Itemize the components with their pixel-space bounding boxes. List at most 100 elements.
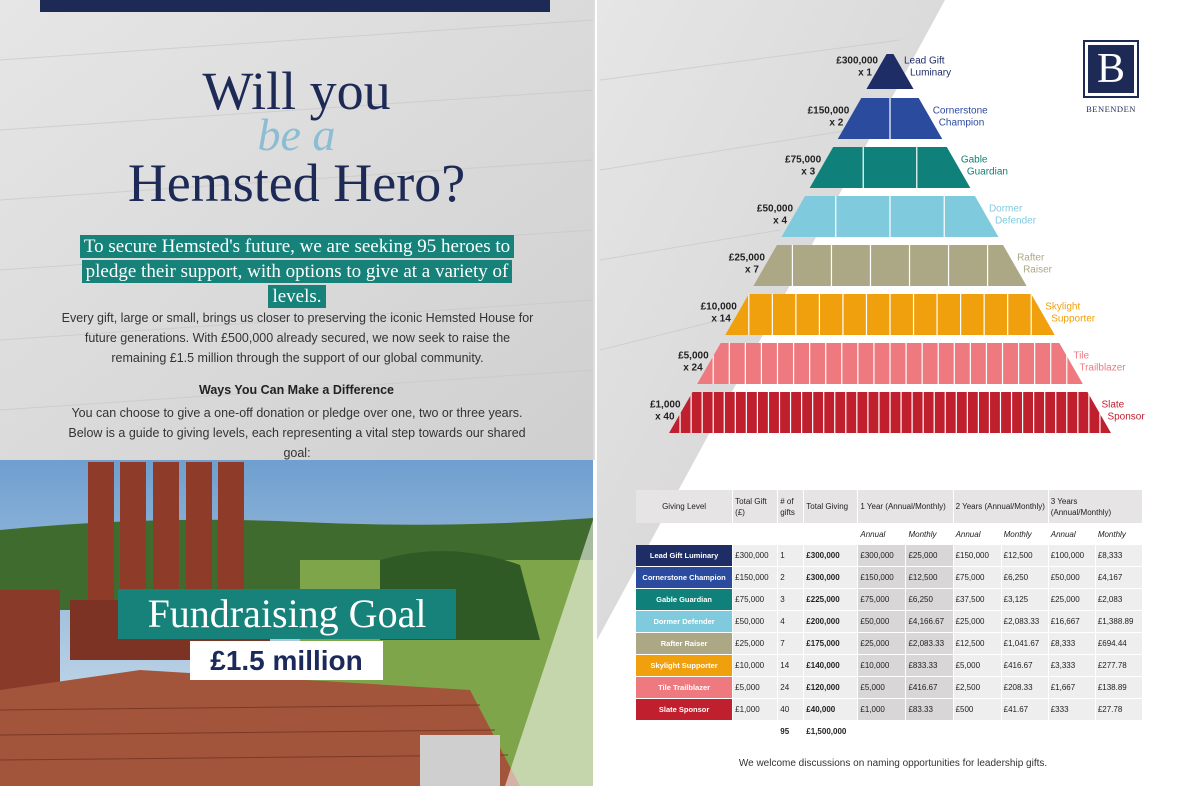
title-line: Hemsted Hero? xyxy=(127,153,466,213)
subheader-cell: Monthly xyxy=(1097,529,1126,539)
blank-cell xyxy=(733,721,777,742)
table-cell: £500 xyxy=(953,699,1001,720)
tier-name: Sponsor xyxy=(1107,412,1145,423)
table-cell: £75,000 xyxy=(858,589,906,610)
tier-name: Gable xyxy=(961,155,988,166)
body-text: Every gift, large or small, brings us cl… xyxy=(61,311,534,365)
table-cell: £83.33 xyxy=(906,699,953,720)
title-script: be a xyxy=(257,109,336,160)
table-cell: £833.33 xyxy=(906,655,953,676)
subheader-cell: Annual xyxy=(955,529,981,539)
tier-count: x 2 xyxy=(829,118,843,129)
blank-cell xyxy=(636,721,732,742)
table-cell: £12,500 xyxy=(953,633,1001,654)
table-cell: £100,000 xyxy=(1048,545,1095,566)
tier-amount: £300,000 xyxy=(836,56,878,67)
tier-name: Slate xyxy=(1101,400,1124,411)
table-row: Tile Trailblazer £5,000 24 £120,000 £5,000 £4… xyxy=(636,677,1142,698)
level-cell: Gable Guardian xyxy=(636,589,733,610)
tier-amount: £75,000 xyxy=(785,155,822,166)
table-cell: £694.44 xyxy=(1095,633,1142,654)
table-cell: £3,333 xyxy=(1048,655,1095,676)
table-cell: £37,500 xyxy=(953,589,1001,610)
level-cell: Lead Gift Luminary xyxy=(636,545,733,566)
table-cell: 4 xyxy=(778,611,804,632)
table-cell: £300,000 xyxy=(804,567,858,588)
section-heading: Ways You Can Make a Difference xyxy=(199,383,394,397)
tier-name: Raiser xyxy=(1023,265,1053,276)
table-cell: £50,000 xyxy=(858,611,906,632)
table-cell: £277.78 xyxy=(1095,655,1142,676)
goal-amount: £1.5 million xyxy=(190,641,383,680)
table-cell: £150,000 xyxy=(858,567,906,588)
table-row: Rafter Raiser £25,000 7 £175,000 £25,000 £2,0… xyxy=(636,633,1142,654)
table-cell: £416.67 xyxy=(1001,655,1048,676)
tier-count: x 24 xyxy=(683,363,703,374)
tier-amount: £150,000 xyxy=(808,106,850,117)
table-cell: 2 xyxy=(778,567,804,588)
table-cell: 24 xyxy=(778,677,804,698)
logo-letter: B xyxy=(1088,45,1134,93)
table-cell: £75,000 xyxy=(733,589,778,610)
tier-count: x 4 xyxy=(773,216,787,227)
table-cell: £8,333 xyxy=(1048,633,1095,654)
table-cell: £25,000 xyxy=(1048,589,1095,610)
note: We welcome discussions on naming opportu… xyxy=(738,758,1048,769)
table-cell: £138.89 xyxy=(1095,677,1142,698)
blank-cell xyxy=(733,524,777,544)
title-line: Will you xyxy=(202,61,391,121)
table-cell: £2,083.33 xyxy=(906,633,953,654)
table-cell: £150,000 xyxy=(953,545,1001,566)
tier-count: x 3 xyxy=(801,167,815,178)
table-cell: £2,083.33 xyxy=(1001,611,1048,632)
pyramid-tier xyxy=(809,147,971,188)
table-cell: £25,000 xyxy=(858,633,906,654)
total-cell: £1,500,000 xyxy=(806,727,847,736)
tier-name: Tile xyxy=(1073,351,1089,362)
table-cell: £6,250 xyxy=(1001,567,1048,588)
subheader-cell: Annual xyxy=(860,529,886,539)
tier-count: x 1 xyxy=(858,68,872,79)
table-cell: £10,000 xyxy=(858,655,906,676)
blank-cell xyxy=(778,524,803,544)
table-row: Lead Gift Luminary £300,000 1 £300,000 £300,… xyxy=(636,545,1142,566)
header-cell: # of gifts xyxy=(778,490,804,523)
table-cell: £300,000 xyxy=(804,545,858,566)
tier-name: Luminary xyxy=(910,68,951,79)
logo-name: BENENDEN xyxy=(1086,104,1136,114)
tier-count: x 40 xyxy=(655,412,675,423)
table-cell: £1,388.89 xyxy=(1095,611,1142,632)
table-cell: £41.67 xyxy=(1001,699,1048,720)
table-cell: £12,500 xyxy=(906,567,953,588)
tier-name: Lead Gift xyxy=(904,56,945,67)
header-cell: 3 Years (Annual/Monthly) xyxy=(1048,490,1142,523)
blank-cell xyxy=(804,524,857,544)
table-cell: £10,000 xyxy=(733,655,778,676)
table-cell: 3 xyxy=(778,589,804,610)
table-cell: 1 xyxy=(778,545,804,566)
table-cell: £333 xyxy=(1048,699,1095,720)
tier-count: x 14 xyxy=(711,314,731,325)
table-cell: £4,167 xyxy=(1095,567,1142,588)
level-cell: Skylight Supporter xyxy=(636,655,733,676)
subheader-cell: Monthly xyxy=(1003,529,1032,539)
table-cell: £40,000 xyxy=(804,699,858,720)
level-cell: Slate Sponsor xyxy=(636,699,733,720)
table-cell: £4,166.67 xyxy=(906,611,953,632)
header-cell: Giving Level xyxy=(636,490,733,523)
blank-cell xyxy=(636,524,732,544)
table-cell: £2,500 xyxy=(953,677,1001,698)
goal-label: Fundraising Goal xyxy=(118,589,456,639)
table-cell: £8,333 xyxy=(1095,545,1142,566)
table-row: Cornerstone Champion £150,000 2 £300,000 £15… xyxy=(636,567,1142,588)
table-row: Slate Sponsor £1,000 40 £40,000 £1,000 £83.33… xyxy=(636,699,1142,720)
header-row: Giving Level Total Gift (£) # of gifts Tota… xyxy=(636,490,1142,523)
level-cell: Dormer Defender xyxy=(636,611,733,632)
tier-amount: £25,000 xyxy=(729,253,766,264)
table-cell: £1,667 xyxy=(1048,677,1095,698)
tier-name: Trailblazer xyxy=(1079,363,1126,374)
body-text: You can choose to give a one-off donatio… xyxy=(68,406,526,460)
table-cell: £16,667 xyxy=(1048,611,1095,632)
tier-amount: £5,000 xyxy=(678,351,709,362)
